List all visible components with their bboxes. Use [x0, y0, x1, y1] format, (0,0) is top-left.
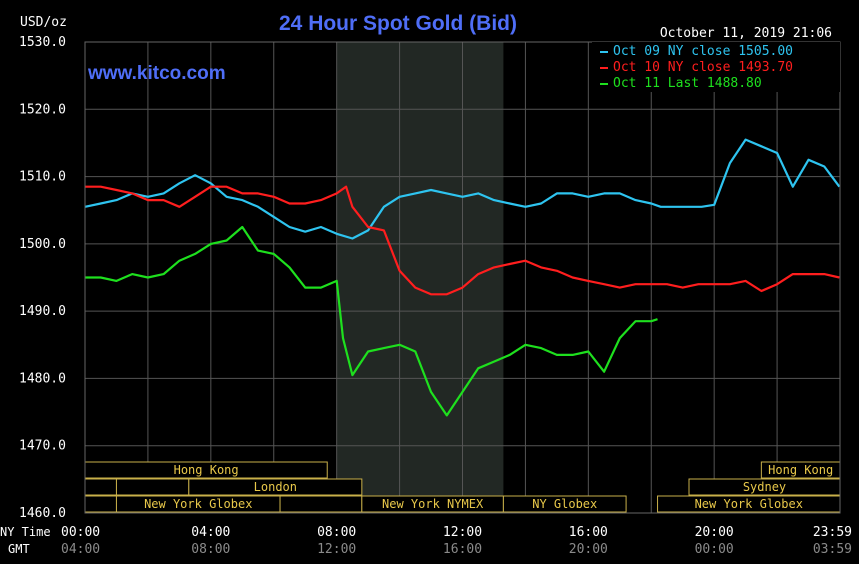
gmt-axis-label: GMT [8, 542, 30, 556]
session-bar-label: New York Globex [144, 497, 252, 511]
legend-box [592, 42, 840, 92]
x-tick-label-ny: 08:00 [317, 525, 356, 540]
session-bar [188, 478, 363, 496]
plot-highlight-band-layer [336, 42, 504, 513]
legend-swatch [600, 51, 608, 53]
ny-time-axis-label: NY Time [0, 525, 51, 539]
legend-swatch [600, 83, 608, 85]
x-tick-label-ny: 20:00 [695, 525, 734, 540]
session-bar [84, 478, 117, 496]
y-tick-label: 1460.0 [19, 506, 66, 521]
session-bar-label: NY Globex [532, 497, 597, 511]
y-tick-label: 1530.0 [19, 35, 66, 50]
session-bar-label: London [254, 480, 297, 494]
legend-swatch [600, 67, 608, 69]
session-bars-layer: Hong Kong Hong Kong London Sydney New York G… [84, 461, 841, 513]
watermark-text: www.kitco.com [87, 63, 226, 84]
session-bar [84, 495, 117, 513]
y-tick-label: 1470.0 [19, 439, 66, 454]
y-tick-label: 1480.0 [19, 371, 66, 386]
highlight-band [336, 42, 504, 513]
x-tick-label-gmt: 04:00 [61, 542, 100, 557]
chart-title: 24 Hour Spot Gold (Bid) [279, 12, 517, 35]
series-layer [84, 138, 841, 417]
x-tick-label-ny: 04:00 [191, 525, 230, 540]
x-tick-label-ny: 12:00 [443, 525, 482, 540]
session-bar-label: Hong Kong [768, 463, 833, 477]
chart-datestamp: October 11, 2019 21:06 [660, 26, 832, 41]
session-bar [279, 495, 363, 513]
y-tick-label: 1510.0 [19, 170, 66, 185]
session-bar-label: Sydney [743, 480, 786, 494]
session-bar-label: New York NYMEX [382, 497, 484, 511]
x-tick-label-gmt: 16:00 [443, 542, 482, 557]
legend-entry: Oct 09 NY close 1505.00 [613, 44, 793, 59]
series-line-2 [85, 225, 658, 417]
x-tick-label-ny: 00:00 [61, 525, 100, 540]
session-bar [115, 478, 190, 496]
plot-frame [84, 41, 841, 514]
legend-entry: Oct 11 Last 1488.80 [613, 76, 762, 91]
x-tick-label-gmt: 08:00 [191, 542, 230, 557]
y-tick-label: 1490.0 [19, 304, 66, 319]
x-tick-label-ny: 23:59 [813, 525, 852, 540]
legend-entry: Oct 10 NY close 1493.70 [613, 60, 793, 75]
session-bar [502, 495, 627, 513]
x-tick-label-ny: 16:00 [569, 525, 608, 540]
y-axis-unit-label: USD/oz [20, 15, 67, 30]
series-line-1 [85, 185, 840, 296]
x-tick-label-gmt: 03:59 [813, 542, 852, 557]
session-bar-label: Hong Kong [174, 463, 239, 477]
session-bar-label: New York Globex [695, 497, 803, 511]
x-tick-label-gmt: 20:00 [569, 542, 608, 557]
x-tick-label-gmt: 00:00 [695, 542, 734, 557]
axes-layer: 1460.0 1470.0 1480.0 1490.0 1500.0 1510.0 1520… [19, 35, 852, 557]
x-tick-label-gmt: 12:00 [317, 542, 356, 557]
y-tick-label: 1500.0 [19, 237, 66, 252]
y-tick-label: 1520.0 [19, 102, 66, 117]
